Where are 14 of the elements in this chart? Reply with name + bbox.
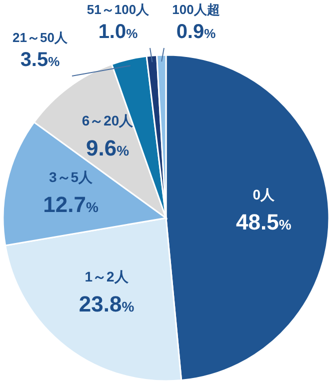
data-label: 9.6% [86,136,130,161]
slice-label: 100人超 [172,2,220,17]
slice-label: 3～5人 [48,168,94,185]
slice-label: 6～20人 [82,112,134,129]
data-label: 3.5% [20,49,60,71]
data-label: 12.7% [43,192,99,217]
slice-label: 0人 [252,186,276,202]
data-label: 1.0% [98,21,138,43]
data-label: 23.8% [78,292,135,317]
data-label: 0.9% [176,21,216,43]
slice-label: 51～100人 [86,2,150,17]
slice-label: 21～50人 [12,30,68,45]
slice-label: 1～2人 [84,268,130,285]
data-label: 48.5% [236,209,292,234]
